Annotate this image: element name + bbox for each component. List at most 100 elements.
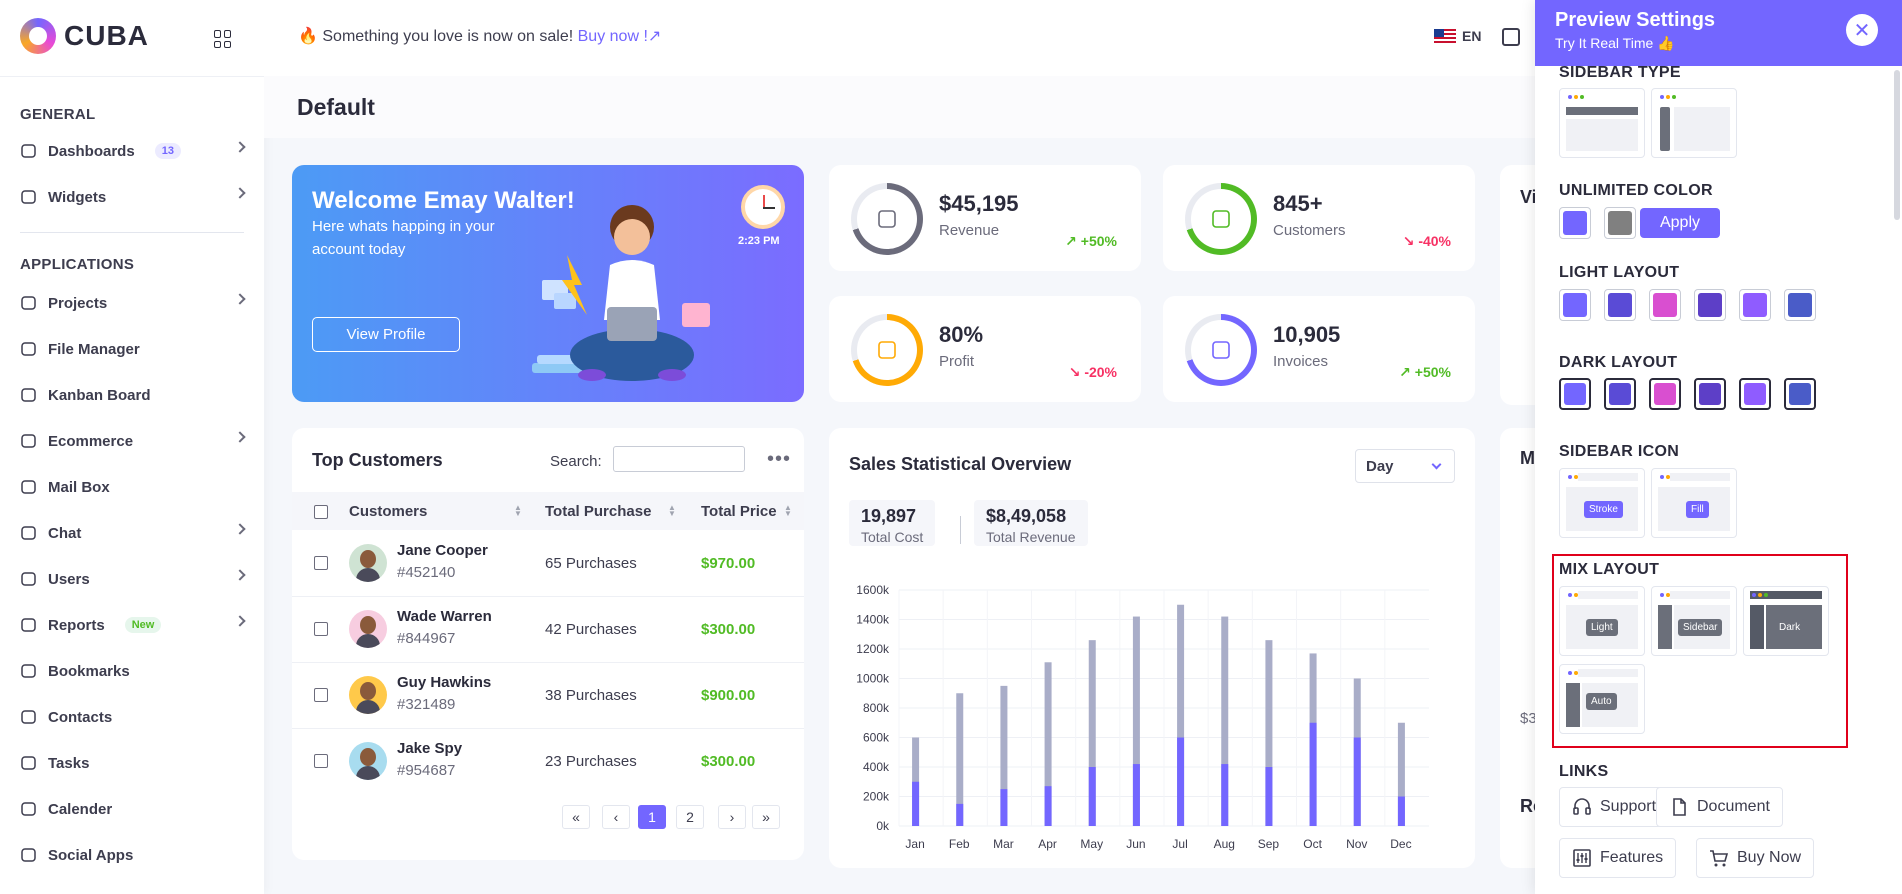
select-all-checkbox[interactable] <box>314 505 328 519</box>
customer-id: #844967 <box>397 630 456 647</box>
column-header-total-purchase[interactable]: Total Purchase <box>545 503 652 520</box>
customer-price: $300.00 <box>701 753 756 770</box>
panel-header: Preview Settings Try It Real Time 👍 ✕ <box>1535 0 1902 66</box>
chevron-down-icon <box>1431 459 1442 470</box>
bar-total <box>1265 640 1273 826</box>
unlimited-color-swatch[interactable] <box>1559 207 1591 239</box>
sidebar-item-chat[interactable]: Chat <box>20 518 246 548</box>
trend-arrow-icon: ↘ <box>1402 233 1419 249</box>
dark-layout-swatch[interactable] <box>1559 378 1591 410</box>
trend-value: -40% <box>1418 233 1451 249</box>
unlimited-color-swatch[interactable] <box>1604 207 1636 239</box>
row-checkbox[interactable] <box>314 754 328 768</box>
sidebar-item-calender[interactable]: Calender <box>20 794 244 824</box>
sidebar-item-users[interactable]: Users <box>20 564 246 594</box>
stat-trend: ↗ +50% <box>1399 364 1451 381</box>
sidebar-item-projects[interactable]: Projects <box>20 288 246 318</box>
customers-icon <box>1212 210 1230 228</box>
document-link[interactable]: Document <box>1656 787 1783 827</box>
sidebar-item-mail-box[interactable]: Mail Box <box>20 472 244 502</box>
sidebar-icon-fill[interactable]: Fill <box>1651 468 1737 538</box>
view-profile-button[interactable]: View Profile <box>312 317 460 352</box>
grid-menu-icon[interactable] <box>214 30 232 48</box>
features-link[interactable]: Features <box>1559 838 1677 878</box>
mix-layout-sidebar[interactable]: Sidebar <box>1651 586 1737 656</box>
light-layout-swatch[interactable] <box>1559 289 1591 321</box>
light-layout-swatch[interactable] <box>1739 289 1771 321</box>
document-label: Document <box>1697 798 1770 815</box>
customer-name: Jake Spy <box>397 740 463 757</box>
light-layout-swatch[interactable] <box>1604 289 1636 321</box>
next-page-button[interactable]: › <box>718 805 746 829</box>
tasks-icon <box>20 754 38 772</box>
first-page-button[interactable]: « <box>562 805 590 829</box>
light-layout-heading: LIGHT LAYOUT <box>1559 264 1680 281</box>
sidebar-icon-stroke[interactable]: Stroke <box>1559 468 1645 538</box>
top-customers-title: Top Customers <box>312 450 443 470</box>
light-layout-swatch[interactable] <box>1694 289 1726 321</box>
dark-layout-swatch[interactable] <box>1604 378 1636 410</box>
mix-layout-auto[interactable]: Auto <box>1559 664 1645 734</box>
home-icon <box>20 142 38 160</box>
sidebar-tag: Sidebar <box>1678 619 1723 636</box>
page-1-button[interactable]: 1 <box>638 805 666 829</box>
chevron-right-icon <box>234 569 246 581</box>
kanban-icon <box>20 386 38 404</box>
light-layout-swatch[interactable] <box>1649 289 1681 321</box>
close-icon[interactable]: ✕ <box>1846 14 1878 46</box>
light-layout-swatch[interactable] <box>1784 289 1816 321</box>
bar-total <box>1088 640 1096 826</box>
sidebar-item-widgets[interactable]: Widgets <box>20 182 246 212</box>
fullscreen-icon[interactable] <box>1502 28 1520 46</box>
bar-value <box>1265 767 1273 826</box>
y-tick-label: 600k <box>863 731 890 745</box>
bar-total <box>956 693 964 826</box>
phone-icon <box>20 708 38 726</box>
sidebar-item-ecommerce[interactable]: Ecommerce <box>20 426 246 456</box>
sidebar-item-kanban-board[interactable]: Kanban Board <box>20 380 244 410</box>
more-options-icon[interactable]: ••• <box>767 448 792 470</box>
column-header-total-price[interactable]: Total Price <box>701 503 777 520</box>
mix-layout-light[interactable]: Light <box>1559 586 1645 656</box>
row-checkbox[interactable] <box>314 622 328 636</box>
sort-icon[interactable]: ▲ ▼ <box>514 503 522 518</box>
sidebar-item-social-apps[interactable]: Social Apps <box>20 840 244 870</box>
sidebar-item-reports[interactable]: Reports New <box>20 610 246 640</box>
page-2-button[interactable]: 2 <box>676 805 704 829</box>
sidebar-type-horizontal[interactable] <box>1559 88 1645 158</box>
row-checkbox[interactable] <box>314 556 328 570</box>
panel-scrollbar[interactable] <box>1894 70 1900 220</box>
buy-now-link[interactable]: Buy now !↗ <box>577 28 662 45</box>
buy-now-link-button[interactable]: Buy Now <box>1696 838 1815 878</box>
support-link[interactable]: Support <box>1559 787 1670 827</box>
sort-icon[interactable]: ▲ ▼ <box>784 503 792 518</box>
chevron-right-icon <box>234 187 246 199</box>
clock-icon <box>741 185 785 229</box>
period-select[interactable]: Day <box>1355 449 1455 483</box>
sidebar-item-contacts[interactable]: Contacts <box>20 702 244 732</box>
mix-layout-dark[interactable]: Dark <box>1743 586 1829 656</box>
sidebar-item-file-manager[interactable]: File Manager <box>20 334 244 364</box>
dark-layout-swatch[interactable] <box>1694 378 1726 410</box>
stat-label: Profit <box>939 353 975 370</box>
dark-layout-swatch[interactable] <box>1649 378 1681 410</box>
progress-ring <box>1185 183 1257 255</box>
language-selector[interactable]: EN <box>1434 28 1481 44</box>
prev-page-button[interactable]: ‹ <box>602 805 630 829</box>
sidebar-item-dashboards[interactable]: Dashboards 13 <box>20 136 246 166</box>
row-checkbox[interactable] <box>314 688 328 702</box>
sidebar-item-bookmarks[interactable]: Bookmarks <box>20 656 244 686</box>
search-input[interactable] <box>613 446 745 472</box>
apply-button[interactable]: Apply <box>1640 208 1720 238</box>
sidebar-item-tasks[interactable]: Tasks <box>20 748 244 778</box>
mix-layout-highlight <box>1552 554 1848 748</box>
x-tick-label: Sep <box>1258 837 1280 851</box>
dark-layout-swatch[interactable] <box>1739 378 1771 410</box>
sidebar-type-vertical[interactable] <box>1651 88 1737 158</box>
us-flag-icon <box>1434 28 1456 44</box>
sort-icon[interactable]: ▲ ▼ <box>668 503 676 518</box>
column-header-customers[interactable]: Customers <box>349 503 428 520</box>
last-page-button[interactable]: » <box>752 805 780 829</box>
dark-layout-swatch[interactable] <box>1784 378 1816 410</box>
logo[interactable]: CUBA <box>20 18 149 54</box>
